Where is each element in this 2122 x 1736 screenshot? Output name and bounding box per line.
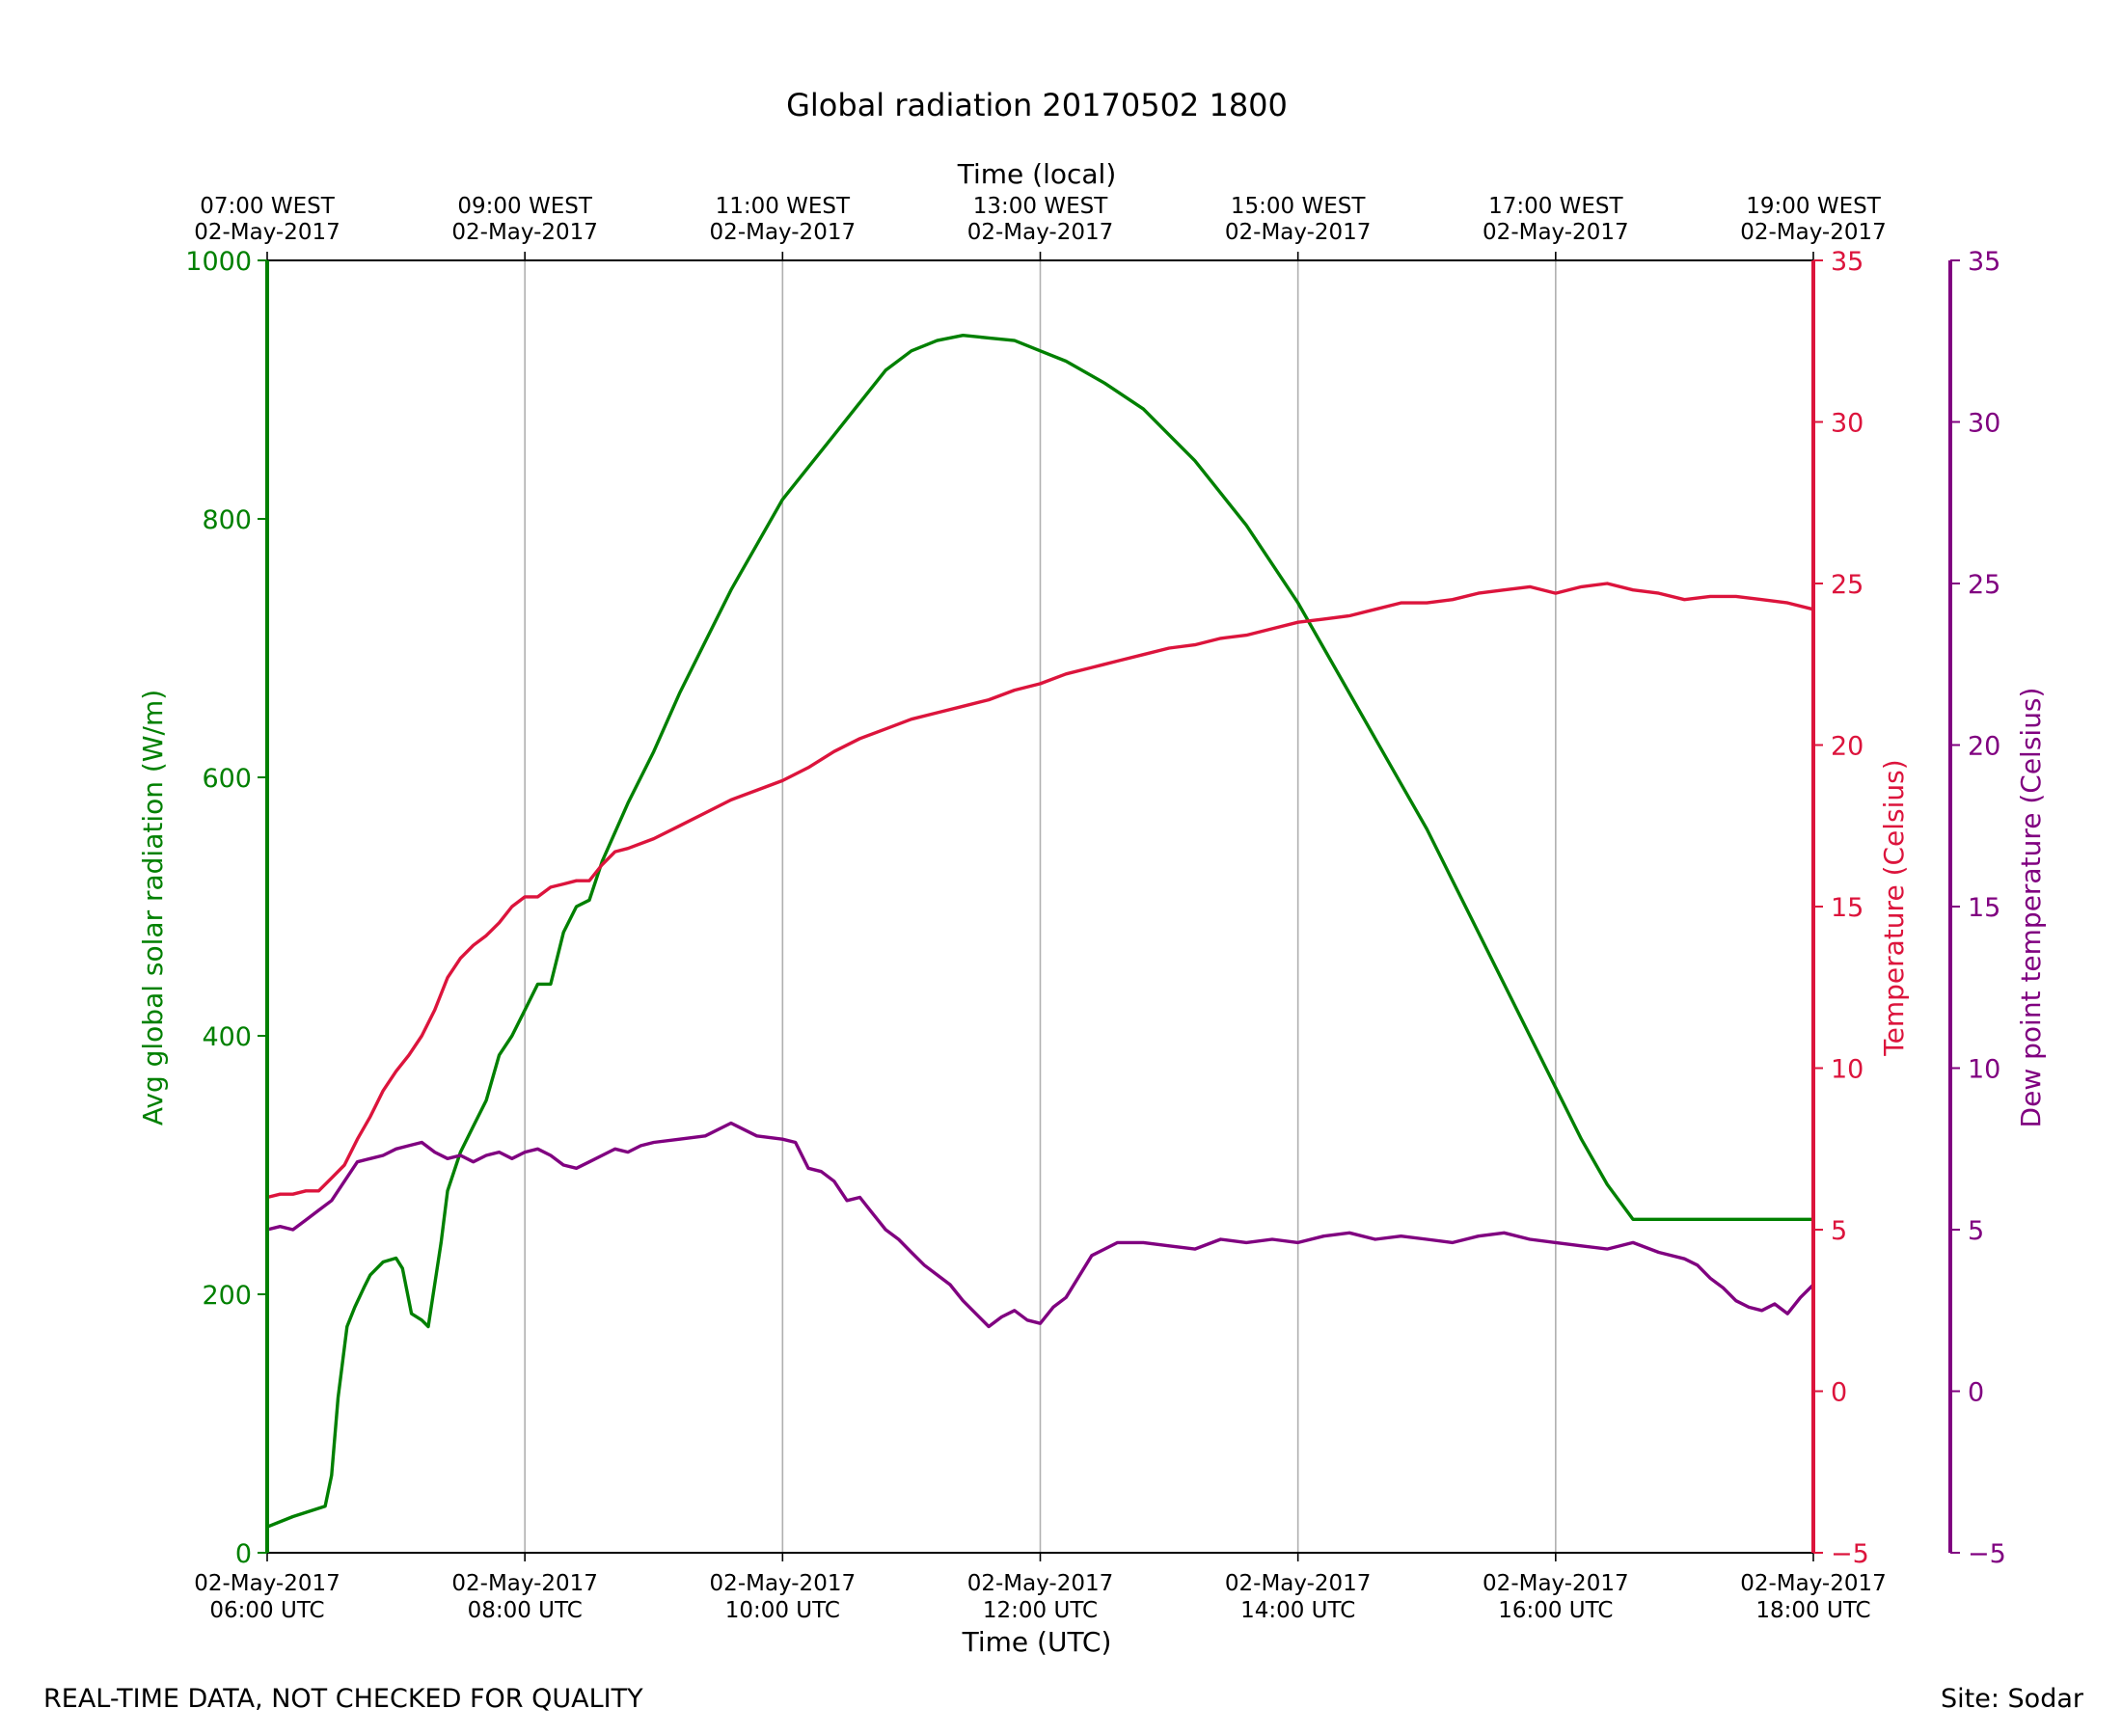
temperature-axis-label: Temperature (Celsius) (1878, 759, 1910, 1056)
radiation-tick-label: 0 (235, 1539, 252, 1569)
temperature-tick-label: 15 (1831, 893, 1864, 923)
x-tick-label-date: 02-May-2017 (1740, 1571, 1887, 1596)
top-axis-label: Time (local) (957, 158, 1117, 190)
radiation-tick-label: 200 (202, 1281, 252, 1311)
temperature-tick-label: 5 (1831, 1216, 1847, 1246)
x-tick-label-time: 14:00 UTC (1240, 1598, 1355, 1623)
x2-tick-label-time: 17:00 WEST (1488, 194, 1623, 219)
temperature-tick-label: 10 (1831, 1055, 1864, 1085)
x2-tick-label-time: 13:00 WEST (973, 194, 1108, 219)
radiation-tick-label: 400 (202, 1022, 252, 1052)
dewpoint-tick-label: 20 (1968, 732, 2000, 762)
x2-tick-label-time: 19:00 WEST (1746, 194, 1881, 219)
x-tick-label-time: 16:00 UTC (1498, 1598, 1613, 1623)
x-tick-label-time: 10:00 UTC (725, 1598, 840, 1623)
x2-tick-label-date: 02-May-2017 (1483, 220, 1629, 245)
x-tick-label-date: 02-May-2017 (194, 1571, 340, 1596)
x-tick-label-time: 18:00 UTC (1755, 1598, 1870, 1623)
x-tick-label-date: 02-May-2017 (1483, 1571, 1629, 1596)
x-tick-label-time: 06:00 UTC (209, 1598, 324, 1623)
dewpoint-tick-label: 35 (1968, 247, 2000, 277)
radiation-axis-label: Avg global solar radiation (W/m) (137, 690, 169, 1126)
x2-tick-label-time: 07:00 WEST (200, 194, 335, 219)
dewpoint-tick-label: 30 (1968, 409, 2000, 439)
x2-tick-label-time: 11:00 WEST (716, 194, 851, 219)
temperature-tick-label: 0 (1831, 1378, 1847, 1408)
temperature-tick-label: 20 (1831, 732, 1864, 762)
x2-tick-label-date: 02-May-2017 (967, 220, 1114, 245)
site-label: Site: Sodar (1941, 1684, 2083, 1714)
dewpoint-tick-label: 10 (1968, 1055, 2000, 1085)
dewpoint-tick-label: 25 (1968, 570, 2000, 600)
x-tick-label-date: 02-May-2017 (710, 1571, 857, 1596)
radiation-tick-label: 600 (202, 764, 252, 794)
x-tick-label-time: 08:00 UTC (468, 1598, 583, 1623)
x-tick-label-date: 02-May-2017 (967, 1571, 1114, 1596)
radiation-tick-label: 1000 (185, 247, 252, 277)
x2-tick-label-date: 02-May-2017 (1740, 220, 1887, 245)
radiation-tick-label: 800 (202, 505, 252, 535)
series-line-radiation (266, 334, 1813, 1529)
chart-title: Global radiation 20170502 1800 (786, 87, 1288, 123)
series-line-dewpoint (266, 1121, 1815, 1329)
x2-tick-label-date: 02-May-2017 (1225, 220, 1372, 245)
series-layer (266, 334, 1815, 1529)
dewpoint-tick-label: 0 (1968, 1378, 1984, 1408)
x2-tick-label-date: 02-May-2017 (194, 220, 340, 245)
dewpoint-tick-label: 5 (1968, 1216, 1984, 1246)
x-tick-label-date: 02-May-2017 (451, 1571, 598, 1596)
temperature-tick-label: −5 (1831, 1539, 1869, 1569)
temperature-tick-label: 35 (1831, 247, 1864, 277)
dewpoint-tick-label: 15 (1968, 893, 2000, 923)
x2-tick-label-time: 09:00 WEST (457, 194, 592, 219)
temperature-tick-label: 25 (1831, 570, 1864, 600)
x-tick-label-date: 02-May-2017 (1225, 1571, 1372, 1596)
quality-note: REAL-TIME DATA, NOT CHECKED FOR QUALITY (43, 1684, 643, 1714)
x-tick-label-time: 12:00 UTC (983, 1598, 1098, 1623)
grid (524, 260, 1557, 1553)
temperature-tick-label: 30 (1831, 409, 1864, 439)
series-line-temperature (266, 582, 1814, 1200)
dewpoint-axis-label: Dew point temperature (Celsius) (2015, 688, 2047, 1128)
x2-tick-label-date: 02-May-2017 (451, 220, 598, 245)
x-axis-label: Time (UTC) (962, 1626, 1112, 1658)
x2-tick-label-time: 15:00 WEST (1231, 194, 1366, 219)
dewpoint-tick-label: −5 (1968, 1539, 2006, 1569)
x2-tick-label-date: 02-May-2017 (710, 220, 857, 245)
